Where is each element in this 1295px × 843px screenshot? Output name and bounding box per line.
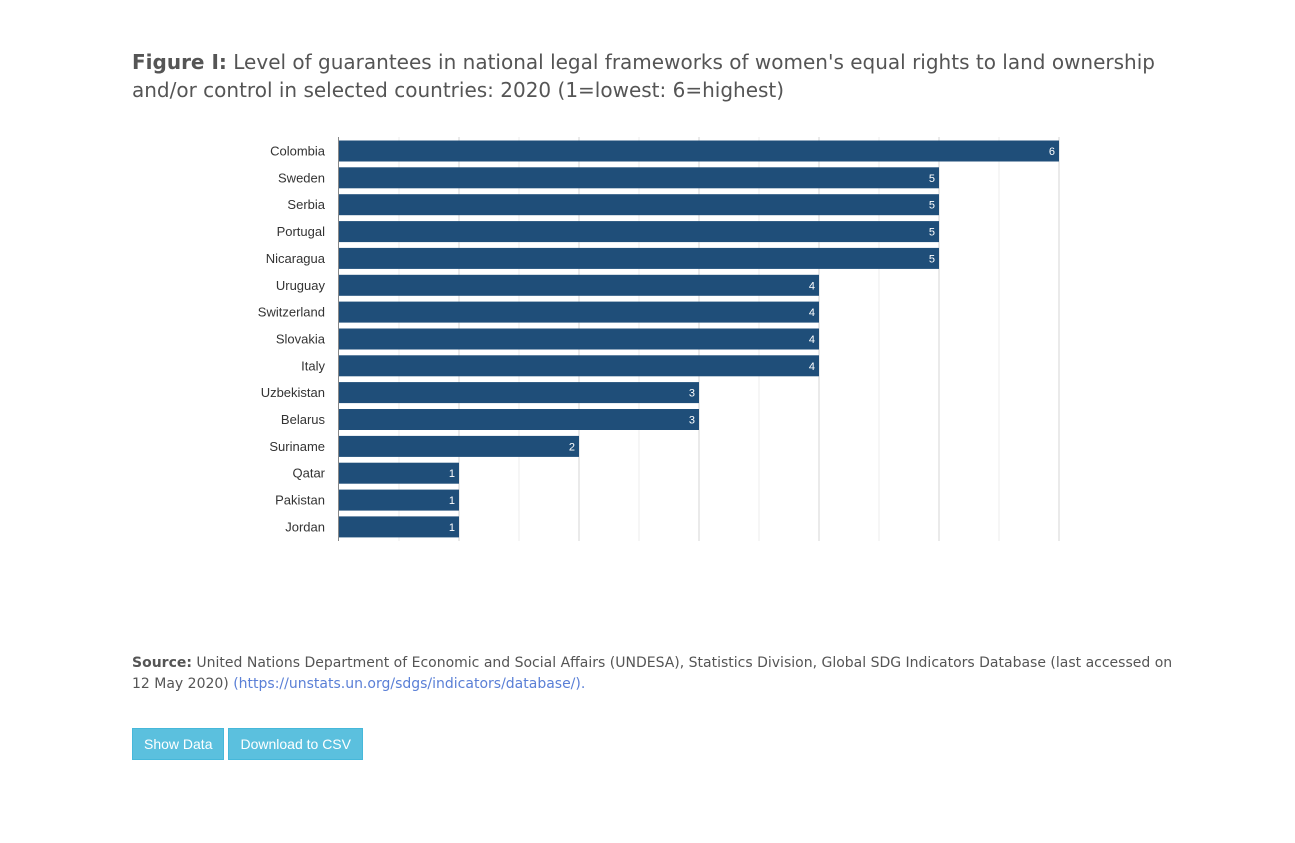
category-label: Serbia xyxy=(287,197,325,212)
category-label: Uruguay xyxy=(276,278,326,293)
data-label: 1 xyxy=(449,468,455,480)
bar-chart: Colombia 6 Sweden 5 Serbia 5 Portugal 5 Nicaragu… xyxy=(258,137,1060,541)
figure-title: Figure I: Level of guarantees in nationa… xyxy=(132,48,1172,104)
action-buttons: Show Data Download to CSV xyxy=(132,728,363,760)
source-text: United Nations Department of Economic an… xyxy=(132,655,1173,692)
category-label: Qatar xyxy=(292,466,325,481)
data-label: 4 xyxy=(809,361,815,373)
category-label: Sweden xyxy=(278,170,325,185)
category-label: Colombia xyxy=(270,144,326,159)
bar xyxy=(339,516,459,538)
figure-label: Figure I: xyxy=(132,50,227,74)
bar xyxy=(339,435,579,457)
show-data-button[interactable]: Show Data xyxy=(132,728,225,760)
category-label: Portugal xyxy=(277,224,326,239)
bar xyxy=(339,194,939,216)
category-label: Slovakia xyxy=(276,332,326,347)
data-label: 3 xyxy=(689,415,695,427)
download-csv-button[interactable]: Download to CSV xyxy=(228,728,363,760)
bar xyxy=(339,301,819,323)
bar xyxy=(339,489,459,511)
category-label: Uzbekistan xyxy=(261,385,325,400)
data-label: 4 xyxy=(809,280,815,292)
category-label: Belarus xyxy=(281,412,326,427)
bar xyxy=(339,167,939,189)
data-label: 5 xyxy=(929,253,935,265)
category-label: Switzerland xyxy=(258,305,325,320)
bar xyxy=(339,382,699,404)
bar xyxy=(339,247,939,269)
bar xyxy=(339,409,699,430)
data-label: 4 xyxy=(809,334,815,346)
data-label: 1 xyxy=(449,522,455,534)
category-label: Italy xyxy=(301,358,325,373)
figure-title-text: Level of guarantees in national legal fr… xyxy=(132,50,1155,102)
bar xyxy=(339,221,939,243)
source-label: Source: xyxy=(132,655,192,671)
bar xyxy=(339,462,459,484)
data-label: 5 xyxy=(929,227,935,239)
category-label: Suriname xyxy=(269,439,325,454)
category-label: Nicaragua xyxy=(266,251,326,266)
source-link[interactable]: (https://unstats.un.org/sdgs/indicators/… xyxy=(233,676,586,692)
source-note: Source: United Nations Department of Eco… xyxy=(132,653,1182,695)
bar xyxy=(339,328,819,350)
data-label: 1 xyxy=(449,495,455,507)
bar xyxy=(339,274,819,296)
category-label: Jordan xyxy=(285,519,325,534)
bar xyxy=(339,140,1059,162)
data-label: 2 xyxy=(569,441,575,453)
data-label: 5 xyxy=(929,200,935,212)
data-label: 5 xyxy=(929,173,935,185)
data-label: 6 xyxy=(1049,146,1055,158)
bar xyxy=(339,355,819,377)
data-label: 4 xyxy=(809,307,815,319)
data-label: 3 xyxy=(689,388,695,400)
category-label: Pakistan xyxy=(275,493,325,508)
